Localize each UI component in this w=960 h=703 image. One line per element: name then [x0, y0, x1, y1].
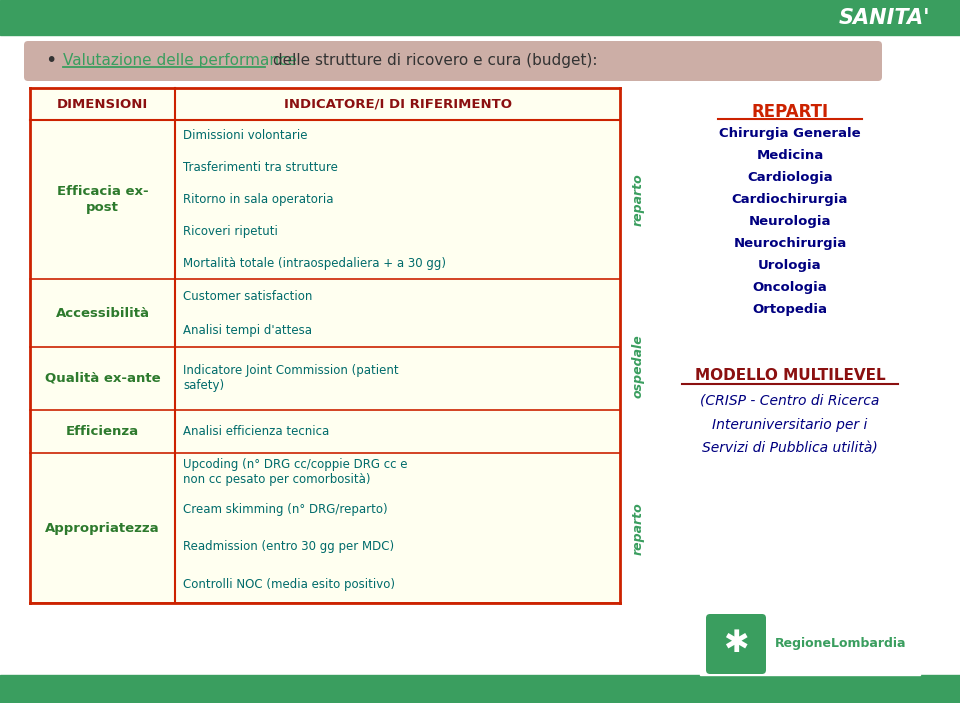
Bar [700, 610, 920, 675]
Text: Cardiochirurgia: Cardiochirurgia [732, 193, 849, 206]
Text: •: • [45, 51, 57, 70]
FancyBboxPatch shape [706, 614, 766, 674]
Bar [0, 675, 960, 703]
Text: Upcoding (n° DRG cc/coppie DRG cc e
non cc pesato per comorbosità): Upcoding (n° DRG cc/coppie DRG cc e non … [183, 458, 407, 486]
Text: Neurologia: Neurologia [749, 215, 831, 228]
FancyBboxPatch shape [24, 41, 882, 81]
Text: (CRISP - Centro di Ricerca: (CRISP - Centro di Ricerca [700, 394, 879, 408]
Text: Ritorno in sala operatoria: Ritorno in sala operatoria [183, 193, 333, 206]
Text: Servizi di Pubblica utilità): Servizi di Pubblica utilità) [702, 442, 877, 456]
Text: Interuniversitario per i: Interuniversitario per i [712, 418, 868, 432]
Text: Mortalità totale (intraospedaliera + a 30 gg): Mortalità totale (intraospedaliera + a 3… [183, 257, 446, 270]
Text: Accessibilità: Accessibilità [56, 307, 150, 320]
Text: INDICATORE/I DI RIFERIMENTO: INDICATORE/I DI RIFERIMENTO [283, 98, 512, 110]
Text: Ricoveri ripetuti: Ricoveri ripetuti [183, 225, 277, 238]
Text: Neurochirurgia: Neurochirurgia [733, 237, 847, 250]
Text: delle strutture di ricovero e cura (budget):: delle strutture di ricovero e cura (budg… [268, 53, 597, 68]
Text: Ortopedia: Ortopedia [753, 303, 828, 316]
Text: Qualità ex-ante: Qualità ex-ante [45, 372, 160, 385]
Text: ✱: ✱ [723, 629, 749, 659]
Text: MODELLO MULTILEVEL: MODELLO MULTILEVEL [695, 368, 885, 383]
Bar [0, 0, 960, 35]
Text: DIMENSIONI: DIMENSIONI [57, 98, 148, 110]
Text: Analisi efficienza tecnica: Analisi efficienza tecnica [183, 425, 329, 438]
Text: reparto: reparto [632, 502, 644, 555]
Text: Dimissioni volontarie: Dimissioni volontarie [183, 129, 307, 143]
Text: Trasferimenti tra strutture: Trasferimenti tra strutture [183, 161, 338, 174]
Text: ospedale: ospedale [632, 335, 644, 398]
Text: SANITA': SANITA' [838, 8, 930, 28]
Text: Oncologia: Oncologia [753, 281, 828, 294]
Text: Analisi tempi d'attesa: Analisi tempi d'attesa [183, 323, 312, 337]
Text: Efficacia ex-
post: Efficacia ex- post [57, 185, 148, 214]
Text: Valutazione delle performance: Valutazione delle performance [63, 53, 297, 68]
Text: Efficienza: Efficienza [66, 425, 139, 438]
Text: Indicatore Joint Commission (patient
safety): Indicatore Joint Commission (patient saf… [183, 364, 398, 392]
Text: Cream skimming (n° DRG/reparto): Cream skimming (n° DRG/reparto) [183, 503, 388, 516]
Text: reparto: reparto [632, 174, 644, 226]
Text: Readmission (entro 30 gg per MDC): Readmission (entro 30 gg per MDC) [183, 541, 395, 553]
Text: Urologia: Urologia [758, 259, 822, 272]
Bar [30, 88, 620, 603]
Text: Appropriatezza: Appropriatezza [45, 522, 159, 535]
Text: Cardiologia: Cardiologia [747, 171, 833, 184]
Text: Chirurgia Generale: Chirurgia Generale [719, 127, 861, 140]
Text: Controlli NOC (media esito positivo): Controlli NOC (media esito positivo) [183, 578, 395, 591]
Text: REPARTI: REPARTI [752, 103, 828, 121]
Text: RegioneLombardia: RegioneLombardia [775, 638, 906, 650]
Text: Customer satisfaction: Customer satisfaction [183, 290, 312, 303]
Text: Medicina: Medicina [756, 149, 824, 162]
